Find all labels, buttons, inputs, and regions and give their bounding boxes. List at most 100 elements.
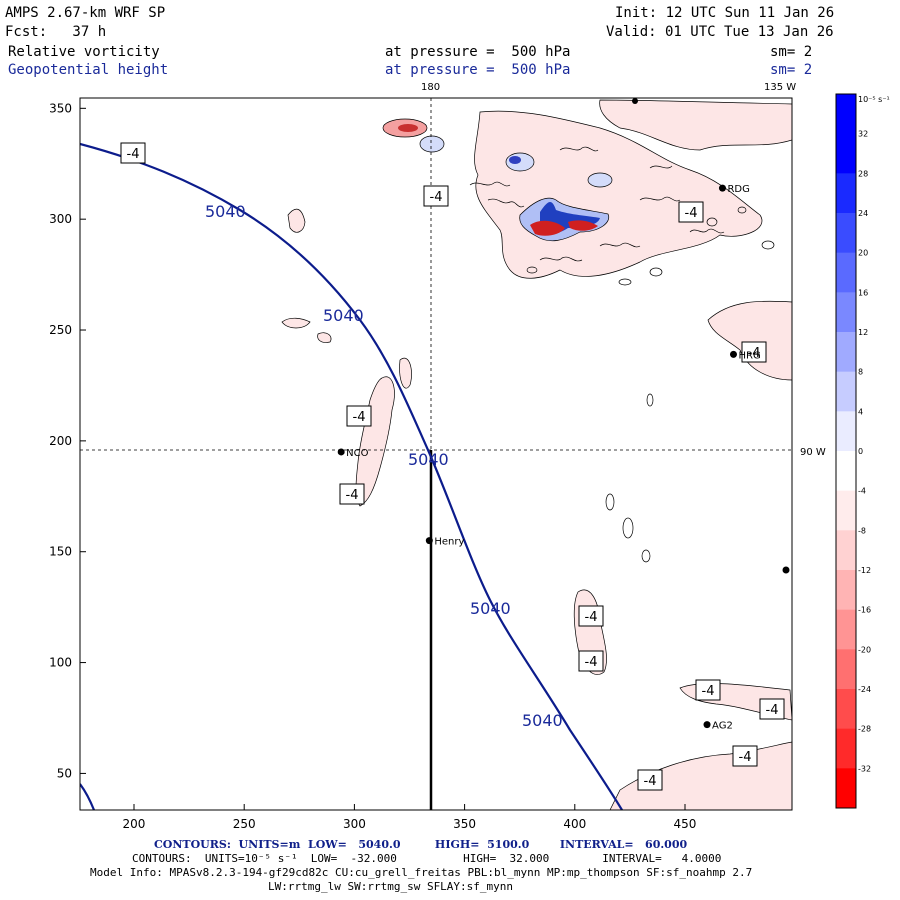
field1-smooth: sm= 2 <box>770 44 813 60</box>
colorbar-band <box>836 292 856 333</box>
init-time: Init: 12 UTC Sun 11 Jan 26 <box>615 5 835 21</box>
vort-small-6 <box>622 517 634 539</box>
vort-small-5 <box>605 493 615 511</box>
valid-time: Valid: 01 UTC Tue 13 Jan 26 <box>606 24 834 40</box>
station-label: NCO <box>346 448 368 459</box>
colorbar-tick-label: -16 <box>858 606 871 615</box>
colorbar-tick-label: 12 <box>858 328 868 337</box>
x-tick-label: 250 <box>233 817 256 831</box>
vort-label: -4 <box>702 684 715 699</box>
colorbar-band <box>836 649 856 690</box>
vort-label: -4 <box>127 147 140 162</box>
field1-name: Relative vorticity <box>8 44 160 60</box>
height-contour-5040 <box>80 142 623 810</box>
station-label: AG2 <box>712 721 733 732</box>
meridian-label-180: 180 <box>421 82 440 93</box>
station-dot <box>718 184 726 192</box>
vort-label-box <box>423 185 449 207</box>
colorbar-tick-label: 8 <box>858 368 863 377</box>
height-contour-5040-sw <box>80 783 96 810</box>
x-axis-ticks: 200 250 300 350 400 450 <box>123 804 697 831</box>
colorbar-band <box>836 213 856 254</box>
vort-label-box <box>732 745 758 767</box>
colorbar-tick-label: 4 <box>858 407 863 416</box>
colorbar-tick-label: 28 <box>858 169 868 178</box>
vort-pos-blob-2-core <box>509 156 521 164</box>
vort-label-box <box>741 341 767 363</box>
y-tick-label: 300 <box>49 212 72 226</box>
vort-label-box <box>346 405 372 427</box>
vort-label: -4 <box>430 190 443 205</box>
station-markers: RDG HRG NCO Henry AG2 <box>337 184 761 732</box>
colorbar-band <box>836 570 856 611</box>
vort-neg-region-top <box>599 99 792 151</box>
vort-label-box <box>120 142 146 164</box>
vorticity-labels: -4 -4 -4 -4 -4 -4 -4 -4 -4 -4 -4 -4 <box>120 142 785 791</box>
footer-model-info: Model Info: MPASv8.2.3-194-gf29cd82c CU:… <box>90 866 753 879</box>
meridian-label-90w: 90 W <box>800 447 826 458</box>
vort-label-box <box>637 769 663 791</box>
vort-neg-core-nw-inner <box>398 124 418 132</box>
vort-small-3 <box>317 332 332 343</box>
model-title: AMPS 2.67-km WRF SP <box>5 5 166 21</box>
colorbar-band <box>836 451 856 492</box>
edge-dot-right <box>782 566 790 574</box>
colorbar-tick-label: 0 <box>858 447 863 456</box>
vort-label-box <box>578 650 604 672</box>
vort-label-box <box>695 679 721 701</box>
vort-label-box <box>759 698 785 720</box>
vort-label-box <box>578 605 604 627</box>
station-label: RDG <box>727 184 749 195</box>
field2-smooth: sm= 2 <box>770 62 813 78</box>
colorbar-band <box>836 490 856 531</box>
vort-label: -4 <box>685 206 698 221</box>
colorbar-band <box>836 411 856 452</box>
footer-contours-vort: CONTOURS: UNITS=10⁻⁵ s⁻¹ LOW= -32.000 HI… <box>132 852 722 865</box>
vort-small-1 <box>287 208 306 233</box>
x-tick-label: 400 <box>563 817 586 831</box>
y-axis-ticks: 50 100 150 200 250 300 350 <box>49 101 86 780</box>
colorbar-tick-label: 24 <box>858 209 868 218</box>
meridian-label-135w: 135 W <box>764 82 796 93</box>
colorbar-band <box>836 173 856 214</box>
station-dot <box>337 448 345 456</box>
vort-neg-main-core <box>530 220 565 236</box>
colorbar-tick-label: 32 <box>858 130 868 139</box>
vort-label: -4 <box>766 703 779 718</box>
y-tick-label: 250 <box>49 323 72 337</box>
vort-label: -4 <box>644 774 657 789</box>
vort-small-8 <box>646 393 654 407</box>
y-tick-label: 50 <box>57 766 72 780</box>
colorbar-band <box>836 94 856 135</box>
contour-label: 5040 <box>205 202 246 221</box>
vort-hrg-region <box>707 300 792 381</box>
colorbar-tick-label: -32 <box>858 764 871 773</box>
field2-name: Geopotential height <box>8 62 169 78</box>
station-label: Henry <box>434 537 464 548</box>
vort-se-2 <box>609 741 792 810</box>
vort-label: -4 <box>585 655 598 670</box>
contour-label: 5040 <box>408 450 449 469</box>
colorbar: 10⁻⁵ s⁻¹ 32 28 24 20 16 12 8 4 0 -4 -8 -12 -16 -20 -24… <box>835 93 890 809</box>
vort-pos-blob-1 <box>419 135 445 153</box>
vort-label-box <box>678 201 704 223</box>
field2-level: at pressure = 500 hPa <box>385 62 571 78</box>
contour-label: 5040 <box>470 599 511 618</box>
x-tick-label: 200 <box>123 817 146 831</box>
station-dot <box>703 721 711 729</box>
y-tick-label: 150 <box>49 545 72 559</box>
colorbar-band <box>836 728 856 769</box>
x-tick-label: 450 <box>674 817 697 831</box>
colorbar-band <box>836 371 856 412</box>
vort-label: -4 <box>353 410 366 425</box>
colorbar-band <box>836 332 856 373</box>
x-tick-label: 300 <box>343 817 366 831</box>
contour-labels: 5040 5040 5040 5040 5040 <box>205 202 563 730</box>
colorbar-tick-label: -20 <box>858 645 871 654</box>
vort-neg-main-core-2 <box>568 220 598 231</box>
contour-label: 5040 <box>522 711 563 730</box>
colorbar-band <box>836 609 856 650</box>
colorbar-tick-label: 16 <box>858 288 868 297</box>
colorbar-band <box>836 530 856 571</box>
